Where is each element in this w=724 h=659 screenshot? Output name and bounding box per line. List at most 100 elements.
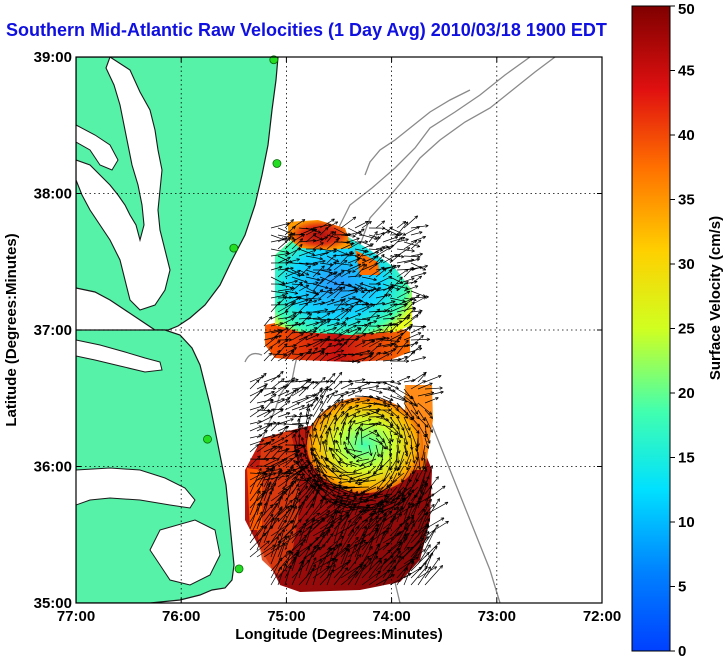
current-vector bbox=[417, 416, 429, 428]
y-axis-label: Latitude (Degrees:Minutes) bbox=[3, 233, 20, 426]
current-vector-head bbox=[296, 487, 300, 491]
current-vector bbox=[270, 459, 286, 467]
current-vector bbox=[340, 317, 349, 327]
current-vector-head bbox=[416, 479, 420, 483]
current-vector-head bbox=[405, 462, 409, 465]
current-vector-head bbox=[319, 395, 323, 398]
current-vector bbox=[424, 520, 449, 537]
current-vector-head bbox=[314, 427, 316, 432]
current-vector-head bbox=[300, 412, 303, 416]
current-vector bbox=[291, 505, 301, 530]
current-vector-head bbox=[281, 446, 283, 450]
current-vector-head bbox=[332, 439, 336, 443]
current-vector bbox=[326, 354, 341, 362]
current-vector-head bbox=[314, 292, 319, 295]
y-tick-label: 35:00 bbox=[34, 595, 72, 612]
current-vector-head bbox=[290, 464, 294, 468]
current-vector bbox=[326, 339, 341, 342]
current-vector bbox=[424, 565, 443, 586]
current-vector bbox=[340, 571, 359, 586]
current-vector-head bbox=[258, 420, 262, 422]
current-vector bbox=[312, 486, 320, 509]
current-vector-head bbox=[307, 379, 310, 382]
current-vector bbox=[340, 271, 351, 278]
current-vector bbox=[291, 299, 309, 306]
current-vector-head bbox=[309, 378, 312, 382]
current-vector-head bbox=[419, 347, 423, 351]
current-vector bbox=[401, 479, 419, 501]
current-vector-head bbox=[340, 398, 344, 401]
current-vector-head bbox=[360, 490, 363, 494]
current-vector-head bbox=[293, 226, 296, 230]
current-vector-head bbox=[338, 332, 342, 335]
current-vector-head bbox=[337, 510, 341, 513]
current-vector-head bbox=[376, 486, 379, 490]
current-vector-head bbox=[385, 245, 389, 247]
current-vector bbox=[277, 295, 287, 306]
current-vector bbox=[354, 263, 366, 271]
current-vector bbox=[256, 372, 267, 383]
current-vector-head bbox=[326, 335, 331, 338]
current-vector-head bbox=[367, 472, 372, 474]
current-vector-head bbox=[282, 294, 286, 298]
current-vector bbox=[263, 387, 277, 390]
current-vector bbox=[369, 486, 391, 498]
current-vector-head bbox=[294, 453, 298, 456]
current-vector-head bbox=[382, 336, 386, 338]
current-vector bbox=[410, 345, 422, 355]
current-vector-head bbox=[340, 432, 343, 436]
current-vector-head bbox=[335, 448, 339, 451]
current-vector bbox=[263, 434, 276, 439]
current-vector-head bbox=[354, 490, 358, 494]
current-vector-head bbox=[425, 562, 427, 566]
current-vector-head bbox=[391, 379, 395, 382]
current-vector bbox=[396, 520, 415, 537]
current-vector-head bbox=[410, 258, 415, 260]
current-vector bbox=[340, 421, 346, 439]
current-vector bbox=[361, 529, 379, 551]
current-vector bbox=[270, 322, 283, 327]
current-vector-head bbox=[344, 323, 347, 327]
current-vector bbox=[326, 547, 348, 565]
current-vector-head bbox=[273, 472, 277, 476]
current-vector bbox=[277, 470, 301, 488]
current-vector bbox=[347, 389, 363, 397]
current-vector bbox=[270, 557, 283, 579]
current-vector bbox=[396, 416, 405, 431]
current-vector-head bbox=[300, 311, 303, 315]
current-vector bbox=[368, 551, 377, 572]
current-vector-head bbox=[378, 517, 382, 520]
current-vector-head bbox=[293, 345, 297, 348]
current-vector-head bbox=[352, 234, 356, 237]
current-vector-head bbox=[336, 559, 338, 563]
current-vector-head bbox=[331, 372, 336, 375]
current-vector-head bbox=[377, 382, 381, 385]
current-vector-head bbox=[397, 407, 399, 411]
current-vector bbox=[277, 227, 293, 235]
current-vector bbox=[347, 353, 363, 356]
current-vector-head bbox=[434, 545, 438, 549]
current-vector bbox=[333, 426, 339, 439]
current-vector bbox=[319, 271, 333, 285]
current-vector-head bbox=[429, 382, 433, 386]
station-marker bbox=[272, 159, 282, 168]
current-vector bbox=[277, 556, 296, 579]
current-vector bbox=[424, 409, 433, 419]
current-vector-head bbox=[363, 540, 367, 544]
current-vector-head bbox=[345, 400, 349, 403]
current-vector-head bbox=[287, 267, 289, 271]
current-vector-head bbox=[438, 541, 441, 546]
current-vector bbox=[277, 234, 295, 239]
current-vector-head bbox=[302, 424, 304, 429]
current-vector-head bbox=[353, 498, 357, 501]
current-vector bbox=[375, 294, 391, 299]
current-vector bbox=[349, 472, 370, 480]
current-vector bbox=[403, 502, 411, 523]
current-vector bbox=[319, 276, 338, 285]
current-vector-head bbox=[302, 453, 305, 458]
current-vector-head bbox=[435, 524, 439, 527]
current-vector-head bbox=[290, 480, 293, 484]
current-vector bbox=[291, 560, 304, 586]
current-vector-head bbox=[413, 299, 417, 302]
current-vector bbox=[396, 430, 401, 444]
